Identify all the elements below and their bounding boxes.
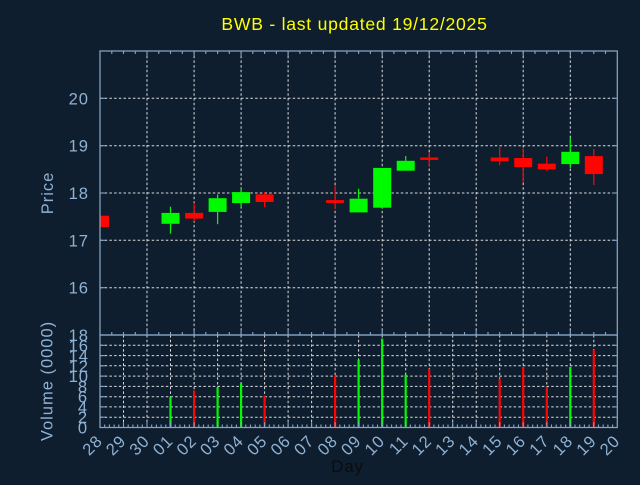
svg-text:Volume (0000): Volume (0000) (39, 321, 57, 441)
svg-text:Price: Price (39, 172, 57, 215)
svg-text:17: 17 (69, 231, 89, 250)
svg-text:20: 20 (69, 89, 89, 108)
svg-text:2: 2 (78, 408, 88, 427)
svg-text:12: 12 (69, 357, 89, 376)
svg-text:8: 8 (78, 377, 88, 396)
svg-text:10: 10 (69, 367, 89, 386)
svg-text:0: 0 (78, 419, 88, 438)
svg-text:BWB - last updated 19/12/2025: BWB - last updated 19/12/2025 (221, 14, 487, 34)
svg-text:Day: Day (331, 457, 364, 476)
svg-text:18: 18 (69, 326, 89, 345)
svg-text:16: 16 (69, 336, 89, 355)
svg-text:19: 19 (69, 137, 89, 156)
svg-text:6: 6 (78, 388, 88, 407)
svg-text:16: 16 (69, 279, 89, 298)
svg-text:14: 14 (69, 347, 89, 366)
svg-text:18: 18 (69, 184, 89, 203)
svg-text:4: 4 (78, 398, 88, 417)
